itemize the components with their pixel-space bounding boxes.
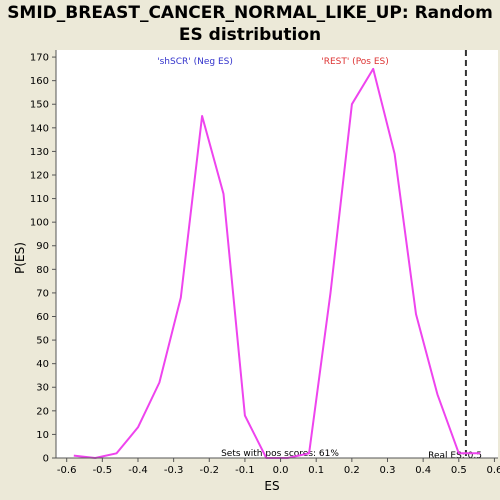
pos-scores-label: Sets with pos scores: 61% bbox=[221, 449, 339, 459]
axes-layer: 0 10 20 30 40 50 60 70 80 90 100 110 120 130 140 150 160… bbox=[30, 50, 500, 476]
y-tick-label: 170 bbox=[30, 53, 49, 64]
x-axis-title: ES bbox=[264, 479, 279, 493]
x-tick-label: -0.6 bbox=[57, 465, 77, 476]
x-tick-label: -0.5 bbox=[93, 465, 113, 476]
x-tick-label: 0.1 bbox=[308, 465, 324, 476]
x-tick-label: -0.1 bbox=[235, 465, 255, 476]
x-tick-label: 0.2 bbox=[344, 465, 360, 476]
y-tick-label: 130 bbox=[30, 147, 49, 158]
y-tick-label: 70 bbox=[36, 288, 49, 299]
y-tick-label: 110 bbox=[30, 194, 49, 205]
x-tick-label: 0.0 bbox=[273, 465, 289, 476]
y-tick-label: 60 bbox=[36, 312, 49, 323]
x-tick-label: -0.2 bbox=[200, 465, 220, 476]
y-tick-label: 20 bbox=[36, 406, 49, 417]
y-tick-label: 160 bbox=[30, 76, 49, 87]
plot-area bbox=[56, 50, 498, 458]
y-tick-label: 30 bbox=[36, 383, 49, 394]
neg-es-label: 'shSCR' (Neg ES) bbox=[157, 57, 233, 67]
annotation-layer: 'shSCR' (Neg ES) 'REST' (Pos ES) Sets with… bbox=[157, 50, 482, 461]
chart-title: SMID_BREAST_CANCER_NORMAL_LIKE_UP: Rando… bbox=[7, 3, 493, 45]
y-tick-label: 140 bbox=[30, 123, 49, 134]
y-tick-label: 40 bbox=[36, 359, 49, 370]
y-tick-label: 100 bbox=[30, 218, 49, 229]
y-tick-label: 50 bbox=[36, 336, 49, 347]
x-tick-label: -0.3 bbox=[164, 465, 184, 476]
y-tick-label: 120 bbox=[30, 170, 49, 181]
y-tick-label: 0 bbox=[43, 454, 49, 465]
x-tick-label: 0.6 bbox=[486, 465, 500, 476]
x-tick-label: 0.4 bbox=[415, 465, 431, 476]
y-tick-label: 80 bbox=[36, 265, 49, 276]
y-axis-title: P(ES) bbox=[13, 242, 27, 274]
y-tick-label: 150 bbox=[30, 100, 49, 111]
real-es-label: Real ES: 0.5 bbox=[428, 451, 482, 461]
x-tick-label: 0.5 bbox=[451, 465, 467, 476]
y-tick-label: 90 bbox=[36, 241, 49, 252]
y-tick-label: 10 bbox=[36, 430, 49, 441]
x-tick-label: -0.4 bbox=[128, 465, 148, 476]
pos-es-label: 'REST' (Pos ES) bbox=[321, 57, 389, 67]
x-tick-label: 0.3 bbox=[380, 465, 396, 476]
